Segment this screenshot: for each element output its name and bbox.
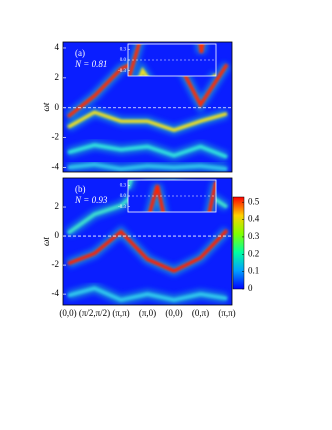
y-axis-label: ωt	[41, 102, 51, 111]
annotation: N = 0.81	[74, 59, 107, 69]
colorbar-tick-label: 0	[248, 283, 253, 293]
annotation: N = 0.93	[74, 195, 108, 205]
panel-label: (b)	[75, 184, 86, 194]
panel-frame	[62, 177, 233, 306]
band	[128, 324, 216, 352]
band	[67, 286, 228, 302]
y-tick-label: -4	[52, 162, 60, 172]
x-tick-label: (0,0)	[165, 308, 182, 318]
colorbar-tick-label: 0.2	[248, 248, 259, 258]
colorbar-tick-label: 0.5	[248, 196, 260, 206]
colorbar	[232, 196, 245, 290]
band	[67, 110, 228, 133]
band-glow	[128, 324, 216, 352]
inset-tick-label: 0.3	[120, 183, 127, 188]
inset-bands	[128, 44, 216, 76]
band	[67, 143, 228, 159]
y-tick-label: 2	[55, 72, 60, 82]
y-tick-label: 0	[55, 230, 60, 240]
y-tick-label: -2	[52, 259, 60, 269]
y-tick-label: 0	[55, 102, 60, 112]
y-tick-label: 4	[55, 42, 60, 52]
inset-tick-label: -0.3	[118, 69, 126, 74]
band	[67, 162, 228, 171]
y-tick-label: 2	[55, 201, 60, 211]
x-tick-label: (0,π)	[192, 308, 209, 318]
y-tick-label: -2	[52, 132, 60, 142]
inset-tick-label: 0.0	[120, 194, 127, 199]
x-tick-label: (π,π)	[218, 308, 235, 318]
band	[67, 229, 229, 273]
colorbar-tick-label: 0.1	[248, 266, 259, 276]
panel-label: (a)	[75, 48, 85, 58]
x-tick-label: (0,0)	[59, 308, 76, 318]
colorbar-tick-label: 0.4	[248, 214, 260, 224]
y-tick-label: -4	[52, 288, 60, 298]
panel-frame	[62, 41, 233, 173]
x-tick-label: (π,π)	[112, 308, 129, 318]
band	[128, 44, 205, 76]
inset-tick-label: 0.0	[120, 58, 127, 63]
x-tick-label: (π/2,π/2)	[79, 308, 110, 318]
x-tick-label: (π,0)	[139, 308, 156, 318]
colorbar-tick-label: 0.3	[248, 231, 260, 241]
y-axis-label: ωt	[41, 237, 51, 246]
inset-tick-label: -0.3	[118, 205, 126, 210]
band	[138, 67, 216, 76]
inset-tick-label: 0.3	[120, 47, 127, 52]
